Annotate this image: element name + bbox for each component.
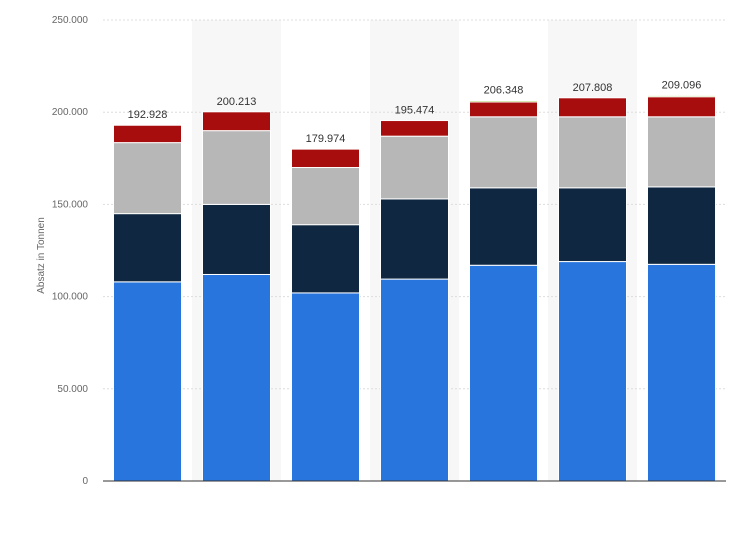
bar-segment-6-3[interactable] (558, 116, 627, 189)
bar-segment-6-2[interactable] (558, 187, 627, 263)
total-label: 179.974 (306, 133, 346, 145)
bar-segment-4-4[interactable] (380, 120, 449, 137)
bar-segment-3-1[interactable] (291, 292, 360, 482)
bar-segment-2-4[interactable] (202, 111, 271, 132)
bar-segment-1-3[interactable] (113, 142, 182, 215)
bar-segment-5-4[interactable] (469, 101, 538, 118)
bar-segment-5-5[interactable] (469, 99, 538, 103)
bar-segment-5-3[interactable] (469, 116, 538, 189)
bar-segment-3-2[interactable] (291, 224, 360, 294)
bar-segment-6-4[interactable] (558, 97, 627, 118)
total-label: 207.808 (573, 82, 613, 94)
y-tick-label: 250.000 (52, 15, 89, 26)
bars (113, 94, 716, 482)
total-label: 206.348 (484, 84, 524, 96)
y-tick-label: 150.000 (52, 199, 89, 210)
bar-segment-6-1[interactable] (558, 261, 627, 482)
bar-segment-3-4[interactable] (291, 148, 360, 169)
bar-segment-5-1[interactable] (469, 264, 538, 482)
bar-segment-2-2[interactable] (202, 203, 271, 275)
total-label: 209.096 (662, 79, 702, 91)
total-label: 195.474 (395, 105, 435, 117)
bar-segment-4-2[interactable] (380, 198, 449, 280)
bar-segment-4-1[interactable] (380, 278, 449, 482)
y-tick-label: 50.000 (57, 384, 88, 395)
y-axis-title: Absatz in Tonnen (36, 217, 47, 294)
y-tick-label: 100.000 (52, 292, 89, 303)
bar-segment-7-3[interactable] (647, 116, 716, 188)
bar-segment-7-2[interactable] (647, 186, 716, 265)
bar-segment-7-5[interactable] (647, 94, 716, 98)
bar-segment-7-1[interactable] (647, 263, 716, 482)
bar-segment-5-2[interactable] (469, 187, 538, 266)
bar-segment-1-2[interactable] (113, 213, 182, 283)
bar-segment-1-1[interactable] (113, 281, 182, 482)
bar-segment-7-4[interactable] (647, 96, 716, 118)
total-label: 200.213 (217, 96, 257, 108)
bar-segment-3-3[interactable] (291, 167, 360, 226)
bar-segment-2-1[interactable] (202, 273, 271, 482)
y-tick-label: 200.000 (52, 107, 89, 118)
total-label: 192.928 (128, 109, 168, 121)
bar-segment-4-3[interactable] (380, 135, 449, 200)
y-axis-ticks: 0 50.000 100.000 150.000 200.000 250.000 (52, 15, 89, 487)
bar-segment-1-4[interactable] (113, 124, 182, 144)
bar-segment-2-3[interactable] (202, 130, 271, 205)
y-tick-label: 0 (82, 476, 88, 487)
total-labels: 192.928 200.213 179.974 195.474 206.348 207.8… (128, 79, 702, 145)
